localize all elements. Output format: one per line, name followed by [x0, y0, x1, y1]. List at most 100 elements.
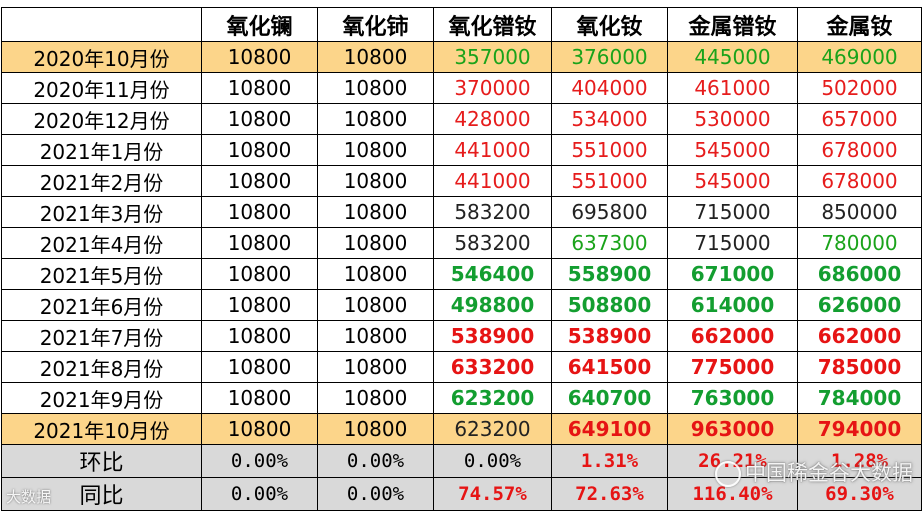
- table-cell: 10800: [201, 258, 318, 290]
- header-nd-oxide: 氧化钕: [551, 7, 668, 42]
- table-cell: 794000: [797, 413, 922, 445]
- table-cell: 10800: [201, 351, 318, 383]
- table-row: 2021年8月份 10800 10800 633200 641500 77500…: [1, 351, 922, 383]
- table-cell: 10800: [201, 289, 318, 321]
- table-row: 2020年11月份 10800 10800 370000 404000 4610…: [1, 72, 922, 104]
- table-cell: 0.00%: [317, 477, 434, 511]
- row-label: 2021年9月份: [1, 382, 202, 414]
- table-cell: 10800: [317, 320, 434, 352]
- table-cell: 370000: [433, 72, 552, 104]
- table-cell: 715000: [667, 227, 798, 259]
- table-cell: 551000: [551, 165, 668, 197]
- table-cell: 10800: [317, 289, 434, 321]
- table-cell: 640700: [551, 382, 668, 414]
- table-cell: 10800: [317, 382, 434, 414]
- table-cell: 10800: [201, 134, 318, 166]
- table-cell: 545000: [667, 165, 798, 197]
- table-cell: 657000: [797, 103, 922, 135]
- mom-change-row: 环比 0.00% 0.00% 0.00% 1.31% 26.21% 1.28%: [1, 444, 922, 478]
- table-cell: 10800: [201, 165, 318, 197]
- table-cell: 0.00%: [433, 444, 552, 478]
- table-cell: 678000: [797, 165, 922, 197]
- table-cell: 671000: [667, 258, 798, 290]
- header-row: 氧化镧 氧化铈 氧化镨钕 氧化钕 金属镨钕 金属钕: [1, 7, 922, 42]
- table-cell: 763000: [667, 382, 798, 414]
- table-cell: 780000: [797, 227, 922, 259]
- header-corner: [1, 7, 202, 42]
- table-cell: 649100: [551, 413, 668, 445]
- table-cell: 10800: [201, 41, 318, 73]
- table-row: 2021年5月份 10800 10800 546400 558900 67100…: [1, 258, 922, 290]
- table-cell: 785000: [797, 351, 922, 383]
- table-cell: 441000: [433, 134, 552, 166]
- table-cell: 10800: [201, 320, 318, 352]
- yoy-change-row: 同比 0.00% 0.00% 74.57% 72.63% 116.40% 69.…: [1, 477, 922, 511]
- table-cell: 469000: [797, 41, 922, 73]
- row-label: 2021年4月份: [1, 227, 202, 259]
- table-cell: 10800: [201, 72, 318, 104]
- table-cell: 558900: [551, 258, 668, 290]
- table-row: 2021年6月份 10800 10800 498800 508800 61400…: [1, 289, 922, 321]
- table-cell: 69.30%: [797, 477, 922, 511]
- header-prnd-metal: 金属镨钕: [667, 7, 798, 42]
- table-cell: 678000: [797, 134, 922, 166]
- table-cell: 74.57%: [433, 477, 552, 511]
- table-cell: 10800: [201, 382, 318, 414]
- table-cell: 461000: [667, 72, 798, 104]
- table-cell: 715000: [667, 196, 798, 228]
- row-label: 2021年10月份: [1, 413, 202, 445]
- row-label: 同比: [1, 477, 202, 511]
- header-nd-metal: 金属钕: [797, 7, 922, 42]
- table-cell: 534000: [551, 103, 668, 135]
- row-label: 2021年5月份: [1, 258, 202, 290]
- table-cell: 10800: [317, 165, 434, 197]
- table-cell: 10800: [317, 134, 434, 166]
- table-row: 2020年10月份 10800 10800 357000 376000 4450…: [1, 41, 922, 73]
- table-cell: 10800: [317, 72, 434, 104]
- table-cell: 508800: [551, 289, 668, 321]
- table-row: 2021年2月份 10800 10800 441000 551000 54500…: [1, 165, 922, 197]
- row-label: 2020年12月份: [1, 103, 202, 135]
- table-cell: 626000: [797, 289, 922, 321]
- row-label: 2021年3月份: [1, 196, 202, 228]
- table-row: 2020年12月份 10800 10800 428000 534000 5300…: [1, 103, 922, 135]
- table-cell: 775000: [667, 351, 798, 383]
- table-cell: 10800: [317, 227, 434, 259]
- header-lanthanum-oxide: 氧化镧: [201, 7, 318, 42]
- row-label: 2021年1月份: [1, 134, 202, 166]
- table-cell: 530000: [667, 103, 798, 135]
- table-cell: 551000: [551, 134, 668, 166]
- table-cell: 10800: [317, 258, 434, 290]
- table-row: 2021年10月份 10800 10800 623200 649100 9630…: [1, 413, 922, 445]
- table-cell: 0.00%: [201, 444, 318, 478]
- table-cell: 545000: [667, 134, 798, 166]
- table-cell: 637300: [551, 227, 668, 259]
- row-label: 2020年11月份: [1, 72, 202, 104]
- table-row: 2021年7月份 10800 10800 538900 538900 66200…: [1, 320, 922, 352]
- table-cell: 546400: [433, 258, 552, 290]
- table-cell: 633200: [433, 351, 552, 383]
- table-cell: 0.00%: [201, 477, 318, 511]
- table-cell: 10800: [201, 413, 318, 445]
- table-cell: 502000: [797, 72, 922, 104]
- row-label: 2021年2月份: [1, 165, 202, 197]
- table-row: 2021年4月份 10800 10800 583200 637300 71500…: [1, 227, 922, 259]
- table-cell: 1.28%: [797, 444, 922, 478]
- table-cell: 662000: [667, 320, 798, 352]
- table-cell: 441000: [433, 165, 552, 197]
- rare-earth-price-table: 氧化镧 氧化铈 氧化镨钕 氧化钕 金属镨钕 金属钕 2020年10月份 1080…: [1, 7, 922, 511]
- table-cell: 10800: [201, 227, 318, 259]
- table-cell: 695800: [551, 196, 668, 228]
- table-cell: 583200: [433, 227, 552, 259]
- table-cell: 1.31%: [551, 444, 668, 478]
- table-cell: 641500: [551, 351, 668, 383]
- table-row: 2021年1月份 10800 10800 441000 551000 54500…: [1, 134, 922, 166]
- table-cell: 10800: [317, 351, 434, 383]
- table-cell: 538900: [433, 320, 552, 352]
- table-cell: 614000: [667, 289, 798, 321]
- row-label: 2021年7月份: [1, 320, 202, 352]
- table-row: 2021年3月份 10800 10800 583200 695800 71500…: [1, 196, 922, 228]
- table-cell: 686000: [797, 258, 922, 290]
- table-cell: 376000: [551, 41, 668, 73]
